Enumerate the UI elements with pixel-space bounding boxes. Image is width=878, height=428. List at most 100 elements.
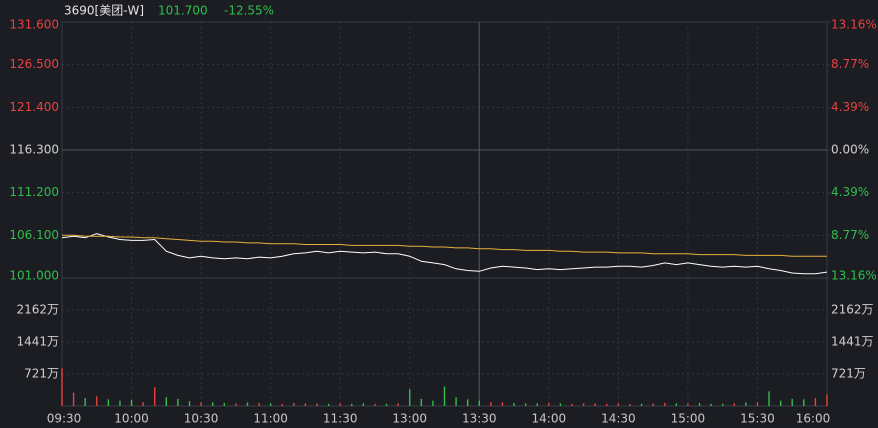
y2-tick-label: 0.00% [831, 143, 869, 157]
volume-bar [211, 402, 214, 406]
volume-bar [397, 403, 399, 406]
volume-bar [327, 403, 330, 406]
volume-bar [768, 391, 770, 406]
volume-bar [316, 403, 318, 406]
volume-bar [293, 402, 295, 406]
y2-tick-label: 4.39% [831, 185, 869, 199]
volume-bar [188, 401, 191, 406]
y2-tick-label: 4.39% [831, 100, 869, 114]
volume-bar [745, 402, 747, 406]
volume-bar [142, 402, 144, 406]
volume-bar [478, 400, 480, 406]
volume-bar [304, 403, 307, 406]
y-tick-label: 1441万 [16, 335, 59, 349]
volume-bar [513, 402, 515, 406]
x-tick-label: 10:00 [114, 412, 149, 426]
y-tick-label: 121.400 [9, 100, 59, 114]
price-line [61, 233, 828, 275]
volume-bar [524, 403, 527, 406]
volume-bar [409, 389, 411, 406]
x-tick-label: 14:30 [601, 412, 636, 426]
x-tick-label: 15:00 [671, 412, 706, 426]
volume-bar [779, 400, 782, 406]
x-tick-label: 11:00 [253, 412, 288, 426]
y-tick-label: 2162万 [16, 303, 59, 317]
volume-bar [571, 403, 573, 406]
volume-bar [200, 402, 202, 406]
volume-bar [443, 386, 446, 406]
x-tick-label: 15:30 [740, 412, 775, 426]
y-tick-label: 116.300 [9, 143, 59, 157]
x-tick-label: 16:00 [796, 412, 831, 426]
volume-bar [721, 403, 724, 406]
volume-bar [548, 402, 550, 406]
y2-tick-label: 13.16% [831, 269, 877, 283]
volume-bar [362, 403, 365, 406]
chart-title: 3690[美团-W] [64, 4, 144, 18]
volume-bar [351, 403, 353, 406]
volume-bar [107, 399, 110, 406]
y-tick-label: 721万 [24, 366, 59, 380]
volume-bar [698, 402, 701, 406]
x-tick-label: 11:30 [323, 412, 358, 426]
y-tick-label: 111.200 [9, 185, 59, 199]
volume-bar [675, 403, 678, 406]
volume-bar [606, 403, 608, 406]
y-tick-label: 101.000 [9, 269, 59, 283]
y2-tick-label: 8.77% [831, 57, 869, 71]
volume-bar [814, 398, 817, 406]
volume-bar [756, 402, 759, 406]
y-tick-label: 131.600 [9, 18, 59, 32]
volume-bar [687, 403, 689, 406]
y2-tick-label: 1441万 [831, 335, 874, 349]
volume-bar [490, 402, 492, 406]
volume-bar [640, 403, 643, 406]
y2-tick-label: 721万 [831, 366, 866, 380]
volume-bar [664, 402, 666, 406]
price-line [62, 234, 827, 257]
y-tick-label: 106.100 [9, 228, 59, 242]
y2-tick-label: 13.16% [831, 18, 877, 32]
volume-bar [119, 400, 121, 406]
x-tick-label: 13:30 [462, 412, 497, 426]
volume-bar [165, 397, 168, 406]
volume-bar [629, 403, 631, 406]
x-tick-label: 10:30 [184, 412, 219, 426]
volume-bar [432, 400, 434, 406]
volume-bar [536, 403, 538, 406]
volume-bar [374, 403, 376, 406]
x-tick-label: 14:00 [532, 412, 567, 426]
volume-bar [339, 403, 341, 406]
volume-bar [154, 387, 156, 406]
price-label: 101.700 [158, 4, 208, 18]
volume-bar [803, 399, 805, 406]
volume-bar [385, 403, 388, 406]
change-label: -12.55% [224, 4, 274, 18]
volume-bar [281, 403, 283, 406]
volume-bar [130, 399, 133, 406]
volume-bar [733, 403, 735, 406]
volume-bar [177, 398, 179, 406]
volume-bar [269, 403, 272, 406]
y2-tick-label: 8.77% [831, 228, 869, 242]
volume-bar [84, 398, 86, 406]
y2-tick-label: 2162万 [831, 303, 874, 317]
volume-bar [72, 392, 75, 406]
volume-bar [223, 402, 225, 406]
volume-bar [258, 402, 260, 406]
volume-bar [96, 396, 98, 406]
volume-bar [559, 403, 562, 406]
y-tick-label: 126.500 [9, 57, 59, 71]
volume-bar [594, 403, 596, 406]
volume-bar [235, 403, 237, 406]
volume-bar [582, 403, 585, 406]
x-tick-label: 13:00 [392, 412, 427, 426]
x-tick-label: 09:30 [47, 412, 82, 426]
volume-bar [466, 399, 469, 406]
volume-bar [61, 368, 63, 406]
volume-bar [791, 398, 793, 406]
volume-bar [652, 403, 654, 406]
